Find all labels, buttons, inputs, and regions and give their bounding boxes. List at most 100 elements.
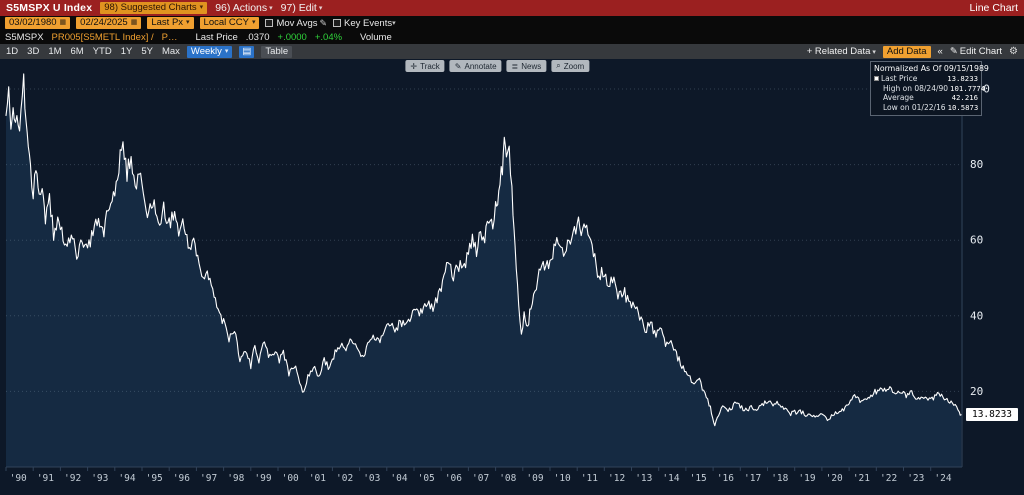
svg-text:'94: '94 <box>118 473 135 484</box>
svg-text:'02: '02 <box>336 473 353 484</box>
pencil-icon: ✎ <box>319 17 328 28</box>
mov-avgs-checkbox[interactable] <box>265 19 274 27</box>
p-field-label[interactable]: P… <box>161 31 178 43</box>
chevron-down-icon: ▾ <box>318 5 323 12</box>
svg-text:'23: '23 <box>907 473 924 484</box>
range-button-3d[interactable]: 3D <box>27 46 40 57</box>
currency-select[interactable]: Local CCY ▾ <box>199 17 260 29</box>
chart-area[interactable]: 20406080100'90'91'92'93'94'95'96'97'98'9… <box>0 59 1024 495</box>
table-button[interactable]: Table <box>261 45 293 58</box>
svg-text:'07: '07 <box>472 473 489 484</box>
svg-text:'19: '19 <box>798 473 815 484</box>
related-data-button[interactable]: + Related Data ▾ <box>807 46 876 57</box>
periodicity-value: Weekly <box>190 45 222 57</box>
key-events-checkbox[interactable] <box>333 19 342 27</box>
zoom-button[interactable]: ⌕ Zoom <box>551 60 590 72</box>
range-button-6m[interactable]: 6M <box>70 46 84 57</box>
range-button-ytd[interactable]: YTD <box>92 46 112 57</box>
range-button-1y[interactable]: 1Y <box>120 46 133 57</box>
range-button-5y[interactable]: 5Y <box>141 46 153 57</box>
annotate-button[interactable]: ✎ Annotate <box>449 60 502 72</box>
range-button-1m[interactable]: 1M <box>48 46 62 57</box>
news-label: News <box>521 61 542 71</box>
security-title: S5MSPX U Index <box>6 2 93 14</box>
collapse-icon[interactable]: « <box>937 46 943 57</box>
news-button[interactable]: ≣ News <box>506 60 547 72</box>
svg-text:'00: '00 <box>282 473 299 484</box>
svg-text:'04: '04 <box>390 473 407 484</box>
last-price-value: .0370 <box>245 31 270 43</box>
edit-chart-button[interactable]: ✎ Edit Chart <box>950 46 1002 57</box>
chart-style-icon: ▤ <box>242 45 252 57</box>
date-to-field[interactable]: 02/24/2025 ▦ <box>76 17 142 29</box>
last-price-tag: 13.8233 <box>966 408 1018 421</box>
edit-chart-label: Edit Chart <box>959 46 1003 57</box>
svg-text:'18: '18 <box>771 473 788 484</box>
periodicity-select[interactable]: Weekly ▾ <box>186 45 233 58</box>
volume-label: Volume <box>360 31 392 43</box>
svg-text:20: 20 <box>970 385 983 398</box>
svg-text:80: 80 <box>970 158 983 171</box>
svg-text:'06: '06 <box>445 473 462 484</box>
legend-label: Low on 01/22/16 <box>883 102 946 112</box>
svg-text:'09: '09 <box>526 473 543 484</box>
chevron-down-icon: ▾ <box>186 19 190 26</box>
chevron-down-icon: ▾ <box>872 48 876 56</box>
security-bar: S5MSPX PR005[S5METL Index] / P… Last Pri… <box>0 30 1024 44</box>
legend-title: Normalized As Of 09/15/1989 <box>874 64 989 73</box>
price-field-select[interactable]: Last Px ▾ <box>147 17 194 29</box>
svg-text:'17: '17 <box>744 473 761 484</box>
svg-text:'14: '14 <box>662 473 679 484</box>
svg-text:'16: '16 <box>717 473 734 484</box>
svg-text:'98: '98 <box>227 473 244 484</box>
svg-text:'22: '22 <box>880 473 897 484</box>
legend-label: Average <box>883 93 914 102</box>
actions-menu[interactable]: 96) Actions ▾ <box>215 2 272 14</box>
svg-text:'15: '15 <box>690 473 707 484</box>
legend-value: 42.216 <box>951 93 978 102</box>
date-from-value: 03/02/1980 <box>9 17 57 28</box>
edit-menu[interactable]: 97) Edit ▾ <box>281 2 323 14</box>
settings-bar: 03/02/1980 ▦ 02/24/2025 ▦ Last Px ▾ Loca… <box>0 16 1024 30</box>
svg-text:'03: '03 <box>363 473 380 484</box>
track-button[interactable]: ✛ Track <box>405 60 445 72</box>
chart-style-button[interactable]: ▤ <box>239 45 255 58</box>
actions-label: 96) Actions <box>215 2 268 14</box>
range-button-max[interactable]: Max <box>161 46 180 57</box>
svg-text:'91: '91 <box>37 473 54 484</box>
key-events-toggle[interactable]: Key Events ▾ <box>333 18 396 29</box>
legend-row: Low on 01/22/16 10.5873 <box>874 103 978 113</box>
calendar-icon: ▦ <box>59 19 67 26</box>
svg-text:'05: '05 <box>418 473 435 484</box>
formula-label: PR005[S5METL Index] / <box>51 31 154 43</box>
svg-text:'96: '96 <box>173 473 190 484</box>
svg-text:'12: '12 <box>608 473 625 484</box>
range-buttons: 1D 3D 1M 6M YTD 1Y 5Y Max <box>6 46 180 57</box>
news-icon: ≣ <box>511 61 519 71</box>
change-pct-value: +.04% <box>314 31 343 43</box>
suggested-charts-menu[interactable]: 98) Suggested Charts ▾ <box>100 2 208 14</box>
legend-row: Average 42.216 <box>874 93 978 103</box>
price-chart[interactable]: 20406080100'90'91'92'93'94'95'96'97'98'9… <box>0 59 1024 495</box>
date-from-field[interactable]: 03/02/1980 ▦ <box>5 17 71 29</box>
svg-text:'24: '24 <box>934 473 951 484</box>
svg-text:'21: '21 <box>853 473 870 484</box>
pencil-icon: ✎ <box>949 46 958 57</box>
legend-row: Last Price 13.8233 <box>874 74 978 84</box>
chart-legend: Normalized As Of 09/15/1989 Last Price 13… <box>870 61 989 116</box>
suggested-charts-label: 98) Suggested Charts <box>104 2 197 13</box>
legend-rows: Last Price 13.8233 High on 08/24/90 101.777… <box>874 74 985 113</box>
chart-type-label: Line Chart <box>969 2 1018 14</box>
gear-icon[interactable]: ⚙ <box>1009 46 1018 57</box>
legend-value: 13.8233 <box>947 74 978 83</box>
change-value: +.0000 <box>277 31 307 43</box>
mov-avgs-toggle[interactable]: Mov Avgs ✎ <box>265 18 327 29</box>
zoom-icon: ⌕ <box>556 61 561 70</box>
annotate-icon: ✎ <box>454 61 462 71</box>
chevron-down-icon: ▾ <box>251 19 256 26</box>
date-to-value: 02/24/2025 <box>80 17 128 28</box>
chart-overlay-buttons: ✛ Track ✎ Annotate ≣ News ⌕ Zoom <box>405 60 590 72</box>
svg-text:'01: '01 <box>309 473 326 484</box>
range-button-1d[interactable]: 1D <box>6 46 19 57</box>
add-data-button[interactable]: Add Data <box>882 45 931 58</box>
